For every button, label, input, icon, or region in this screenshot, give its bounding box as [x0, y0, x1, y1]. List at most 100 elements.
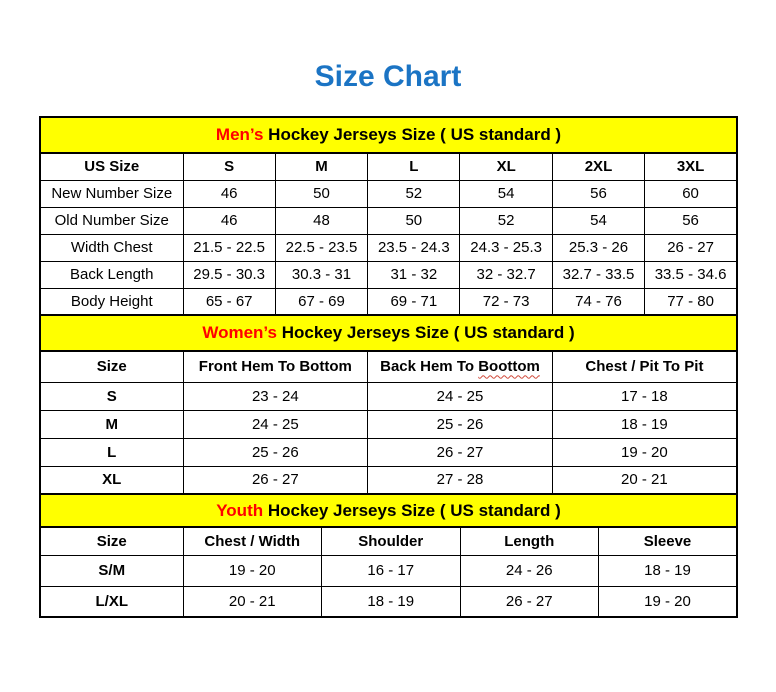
mens-size-table: Men’s Hockey Jerseys Size ( US standard … — [39, 116, 738, 316]
row-label: L/XL — [39, 585, 184, 618]
size-value-cell: 52 — [459, 206, 553, 235]
row-label: Width Chest — [39, 233, 184, 262]
column-header: Size — [39, 526, 184, 556]
size-value-cell: 31 - 32 — [367, 260, 461, 289]
size-value-cell: 50 — [274, 179, 369, 208]
size-value-cell: 25 - 26 — [182, 437, 369, 467]
section-banner-row: Men’s Hockey Jerseys Size ( US standard … — [39, 116, 738, 154]
size-value-cell: 56 — [551, 179, 646, 208]
misspelled-word: Boottom — [478, 358, 540, 376]
size-value-cell: 77 - 80 — [644, 287, 738, 316]
column-header: Shoulder — [321, 526, 461, 556]
row-label: XL — [39, 465, 184, 495]
table-row: Body Height 65 - 67 67 - 69 69 - 71 72 - 73 7… — [39, 287, 738, 316]
table-header-row: US Size S M L XL 2XL 3XL — [39, 152, 738, 181]
size-value-cell: 22.5 - 23.5 — [274, 233, 369, 262]
row-label: New Number Size — [39, 179, 184, 208]
size-value-cell: 24 - 25 — [367, 381, 553, 411]
table-row: S/M 19 - 20 16 - 17 24 - 26 18 - 19 — [39, 554, 738, 587]
size-value-cell: 33.5 - 34.6 — [644, 260, 738, 289]
size-value-cell: 67 - 69 — [274, 287, 369, 316]
size-value-cell: 46 — [182, 179, 276, 208]
size-value-cell: 23 - 24 — [182, 381, 369, 411]
size-value-cell: 23.5 - 24.3 — [367, 233, 461, 262]
size-value-cell: 56 — [644, 206, 738, 235]
row-label: S/M — [39, 554, 184, 587]
size-value-cell: 24.3 - 25.3 — [459, 233, 553, 262]
table-row: Back Length 29.5 - 30.3 30.3 - 31 31 - 32 32… — [39, 260, 738, 289]
table-header-row: Size Front Hem To Bottom Back Hem To Boott… — [39, 350, 738, 383]
size-value-cell: 24 - 26 — [459, 554, 599, 587]
size-value-cell: 19 - 20 — [182, 554, 322, 587]
size-value-cell: 54 — [459, 179, 553, 208]
table-row: L/XL 20 - 21 18 - 19 26 - 27 19 - 20 — [39, 585, 738, 618]
row-label: M — [39, 409, 184, 439]
youth-section-banner: Youth Hockey Jerseys Size ( US standard … — [39, 493, 738, 528]
size-value-cell: 26 - 27 — [367, 437, 553, 467]
size-value-cell: 21.5 - 22.5 — [182, 233, 276, 262]
column-header: L — [367, 152, 461, 181]
section-highlight: Men’s — [215, 125, 264, 144]
table-row: S 23 - 24 24 - 25 17 - 18 — [39, 381, 738, 411]
size-value-cell: 18 - 19 — [551, 409, 738, 439]
table-row: Width Chest 21.5 - 22.5 22.5 - 23.5 23.5 - … — [39, 233, 738, 262]
table-row: L 25 - 26 26 - 27 19 - 20 — [39, 437, 738, 467]
section-highlight: Youth — [216, 500, 264, 520]
size-value-cell: 32.7 - 33.5 — [551, 260, 646, 289]
size-value-cell: 26 - 27 — [182, 465, 369, 495]
size-value-cell: 65 - 67 — [182, 287, 276, 316]
column-header: Sleeve — [598, 526, 738, 556]
size-value-cell: 18 - 19 — [321, 585, 461, 618]
size-value-cell: 60 — [644, 179, 738, 208]
row-label: L — [39, 437, 184, 467]
section-banner-row: Women’s Hockey Jerseys Size ( US standar… — [39, 314, 738, 352]
size-value-cell: 27 - 28 — [367, 465, 553, 495]
size-value-cell: 20 - 21 — [551, 465, 738, 495]
column-header: US Size — [39, 152, 184, 181]
column-header: Back Hem To Boottom — [367, 350, 553, 383]
size-value-cell: 25.3 - 26 — [551, 233, 646, 262]
size-value-cell: 54 — [551, 206, 646, 235]
size-value-cell: 72 - 73 — [459, 287, 553, 316]
table-row: XL 26 - 27 27 - 28 20 - 21 — [39, 465, 738, 495]
size-value-cell: 20 - 21 — [182, 585, 322, 618]
row-label: Back Length — [39, 260, 184, 289]
table-row: M 24 - 25 25 - 26 18 - 19 — [39, 409, 738, 439]
table-row: New Number Size 46 50 52 54 56 60 — [39, 179, 738, 208]
size-value-cell: 19 - 20 — [551, 437, 738, 467]
table-header-row: Size Chest / Width Shoulder Length Sleeve — [39, 526, 738, 556]
row-label: Body Height — [39, 287, 184, 316]
row-label: S — [39, 381, 184, 411]
size-value-cell: 16 - 17 — [321, 554, 461, 587]
size-value-cell: 69 - 71 — [367, 287, 461, 316]
size-value-cell: 18 - 19 — [598, 554, 738, 587]
womens-size-table: Women’s Hockey Jerseys Size ( US standar… — [39, 314, 738, 495]
mens-section-banner: Men’s Hockey Jerseys Size ( US standard … — [39, 116, 738, 154]
size-value-cell: 26 - 27 — [459, 585, 599, 618]
size-value-cell: 17 - 18 — [551, 381, 738, 411]
section-banner-row: Youth Hockey Jerseys Size ( US standard … — [39, 493, 738, 528]
size-value-cell: 50 — [367, 206, 461, 235]
size-value-cell: 26 - 27 — [644, 233, 738, 262]
size-value-cell: 24 - 25 — [182, 409, 369, 439]
size-value-cell: 32 - 32.7 — [459, 260, 553, 289]
size-value-cell: 30.3 - 31 — [274, 260, 369, 289]
column-header: M — [274, 152, 369, 181]
size-value-cell: 52 — [367, 179, 461, 208]
size-value-cell: 19 - 20 — [598, 585, 738, 618]
row-label: Old Number Size — [39, 206, 184, 235]
column-header: 3XL — [644, 152, 738, 181]
size-value-cell: 29.5 - 30.3 — [182, 260, 276, 289]
column-header: Size — [39, 350, 184, 383]
size-value-cell: 46 — [182, 206, 276, 235]
youth-size-table: Youth Hockey Jerseys Size ( US standard … — [39, 493, 738, 618]
page-title: Size Chart — [314, 60, 462, 93]
size-value-cell: 48 — [274, 206, 369, 235]
column-header: 2XL — [551, 152, 646, 181]
column-header: Front Hem To Bottom — [182, 350, 369, 383]
column-header: S — [182, 152, 276, 181]
size-value-cell: 25 - 26 — [367, 409, 553, 439]
size-value-cell: 74 - 76 — [551, 287, 646, 316]
table-row: Old Number Size 46 48 50 52 54 56 — [39, 206, 738, 235]
